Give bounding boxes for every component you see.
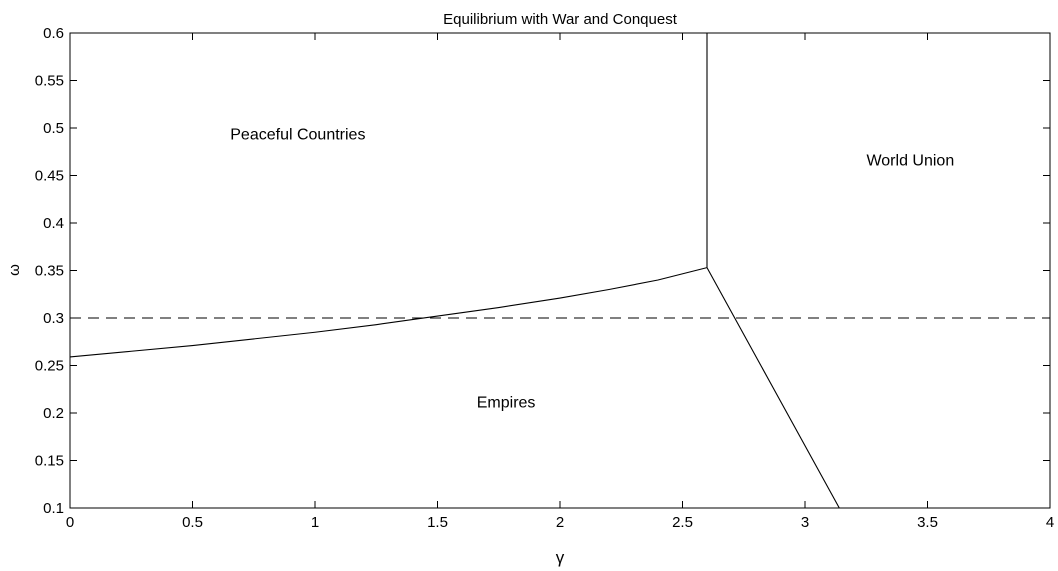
series-line-0 xyxy=(69,267,708,358)
annotation-label: Peaceful Countries xyxy=(230,127,365,144)
x-tick-label: 1 xyxy=(311,514,319,531)
x-tick-label: 1.5 xyxy=(427,514,448,531)
series-line-2 xyxy=(706,267,840,509)
y-tick-label: 0.6 xyxy=(43,25,64,42)
y-tick-label: 0.45 xyxy=(35,168,64,185)
x-tick-label: 2 xyxy=(556,514,564,531)
y-tick-label: 0.35 xyxy=(35,263,64,280)
y-tick-label: 0.4 xyxy=(43,215,64,232)
annotations: Peaceful Countries World Union Empires xyxy=(230,127,954,412)
y-tick-label: 0.2 xyxy=(43,405,64,422)
ticks xyxy=(69,32,1051,509)
plot-area xyxy=(69,32,1051,509)
series-group xyxy=(69,33,1050,509)
y-axis-label: ω xyxy=(6,264,23,276)
x-tick-label: 3 xyxy=(801,514,809,531)
x-tick-label: 2.5 xyxy=(672,514,693,531)
y-tick-label: 0.55 xyxy=(35,73,64,90)
y-tick-label: 0.5 xyxy=(43,120,64,137)
tick-labels: 0 0.5 1 1.5 2 2.5 3 3.5 4 0.1 0.15 0.2 0.25 0.3 0.35 0.… xyxy=(35,25,1054,531)
x-tick-label: 0.5 xyxy=(182,514,203,531)
chart-title: Equilibrium with War and Conquest xyxy=(443,11,678,28)
y-tick-label: 0.3 xyxy=(43,310,64,327)
y-tick-label: 0.15 xyxy=(35,453,64,470)
annotation-label: World Union xyxy=(866,152,954,169)
x-axis-label: γ xyxy=(556,548,565,567)
x-tick-label: 4 xyxy=(1046,514,1054,531)
y-tick-label: 0.25 xyxy=(35,358,64,375)
x-tick-label: 3.5 xyxy=(917,514,938,531)
annotation-label: Empires xyxy=(477,395,536,412)
x-tick-label: 0 xyxy=(66,514,74,531)
y-tick-label: 0.1 xyxy=(43,500,64,517)
